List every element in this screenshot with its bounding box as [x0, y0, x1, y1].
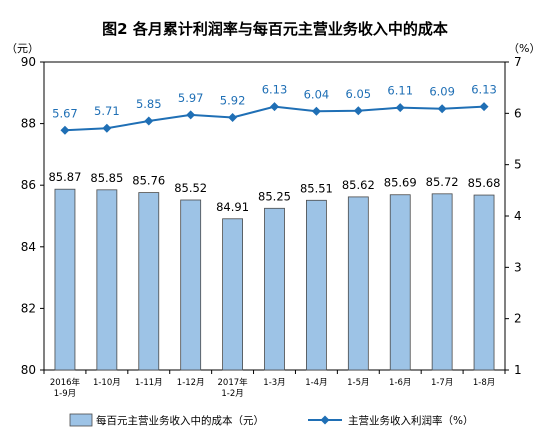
line-data-label: 6.04 [304, 87, 330, 101]
bar-data-label: 85.85 [90, 171, 123, 185]
legend-bar-label: 每百元主营业务收入中的成本（元） [96, 414, 264, 427]
bar [54, 188, 76, 371]
bar-data-label: 85.62 [342, 178, 375, 192]
left-tick-label: 90 [21, 55, 36, 69]
line-data-label: 5.71 [94, 104, 120, 118]
bar [347, 196, 369, 371]
legend-line-label: 主营业务收入利润率（%） [348, 414, 473, 427]
x-tick-label: 1-11月 [135, 378, 163, 388]
line-data-label: 6.09 [429, 85, 455, 99]
line-point [479, 102, 489, 112]
line-point [60, 125, 70, 135]
line-point [102, 123, 112, 133]
bar [389, 194, 411, 371]
x-tick-label: 1-12月 [177, 378, 205, 388]
x-tick-label: 2016年 [50, 377, 81, 388]
legend-bar-swatch [69, 413, 93, 427]
x-tick-label: 1-10月 [93, 378, 121, 388]
left-tick-label: 84 [21, 240, 36, 254]
line-point [353, 106, 363, 116]
x-tick-label: 1-3月 [263, 378, 285, 388]
line-layer [60, 102, 489, 135]
right-tick-label: 6 [514, 106, 522, 120]
labels-layer: 85.87 85.85 85.76 85.52 84.91 85.25 85.51 85.62… [48, 83, 500, 214]
legend-layer: 每百元主营业务收入中的成本（元） 主营业务收入利润率（%） [69, 413, 473, 427]
line-point [270, 102, 279, 112]
left-tick-label: 82 [21, 301, 36, 315]
right-tick-label: 3 [514, 260, 522, 274]
bar [306, 199, 327, 371]
bar [473, 194, 495, 371]
legend-line-marker [320, 415, 330, 425]
x-tick-label: 1-2月 [221, 389, 243, 399]
line-point [437, 104, 447, 114]
line-point [186, 110, 196, 120]
right-tick-label: 5 [514, 158, 522, 172]
x-tick-label: 1-7月 [431, 378, 453, 388]
right-tick-label: 2 [514, 312, 522, 326]
line-point [395, 103, 405, 113]
bar-data-label: 85.72 [426, 175, 459, 189]
right-axis-unit: （%） [508, 42, 540, 55]
x-tick-label: 2017年 [218, 377, 249, 388]
bar [96, 189, 118, 371]
left-axis-unit: （元） [6, 42, 39, 55]
line-data-label: 6.11 [387, 84, 413, 98]
bars-layer [54, 188, 495, 371]
left-tick-label: 88 [21, 117, 36, 131]
bar-data-label: 85.69 [384, 176, 417, 190]
x-tick-label: 1-8月 [473, 378, 495, 388]
bar-data-label: 84.91 [216, 200, 249, 214]
right-tick-label: 4 [514, 209, 522, 223]
bar-data-label: 85.25 [258, 189, 291, 203]
x-tick-label: 1-5月 [347, 378, 369, 388]
bar-data-label: 85.68 [468, 176, 501, 190]
bar-data-label: 85.51 [300, 181, 333, 195]
bar [138, 192, 160, 371]
x-tick-label: 1-9月 [54, 389, 76, 399]
bar-data-label: 85.76 [132, 174, 165, 188]
line-data-label: 6.05 [346, 87, 372, 101]
line-data-label: 5.92 [220, 93, 246, 107]
chart-title: 图2 各月累计利润率与每百元主营业务收入中的成本 [102, 20, 448, 38]
line-data-label: 6.13 [262, 83, 288, 97]
right-tick-label: 1 [514, 363, 522, 377]
line-data-label: 5.85 [136, 97, 162, 111]
bar [431, 193, 453, 371]
line-data-label: 5.67 [52, 106, 78, 120]
left-tick-label: 86 [21, 178, 36, 192]
bar [180, 199, 202, 371]
bar-data-label: 85.52 [174, 181, 207, 195]
line-data-label: 6.13 [471, 83, 497, 97]
line-point [311, 106, 321, 116]
bar [264, 207, 285, 371]
bar-data-label: 85.87 [48, 170, 81, 184]
bar [222, 218, 243, 371]
left-tick-label: 80 [21, 363, 36, 377]
line-point [228, 112, 238, 122]
right-tick-label: 7 [514, 55, 522, 69]
line-point [144, 116, 154, 126]
x-tick-label: 1-6月 [389, 378, 411, 388]
line-data-label: 5.97 [178, 91, 204, 105]
x-tick-label: 1-4月 [305, 378, 327, 388]
